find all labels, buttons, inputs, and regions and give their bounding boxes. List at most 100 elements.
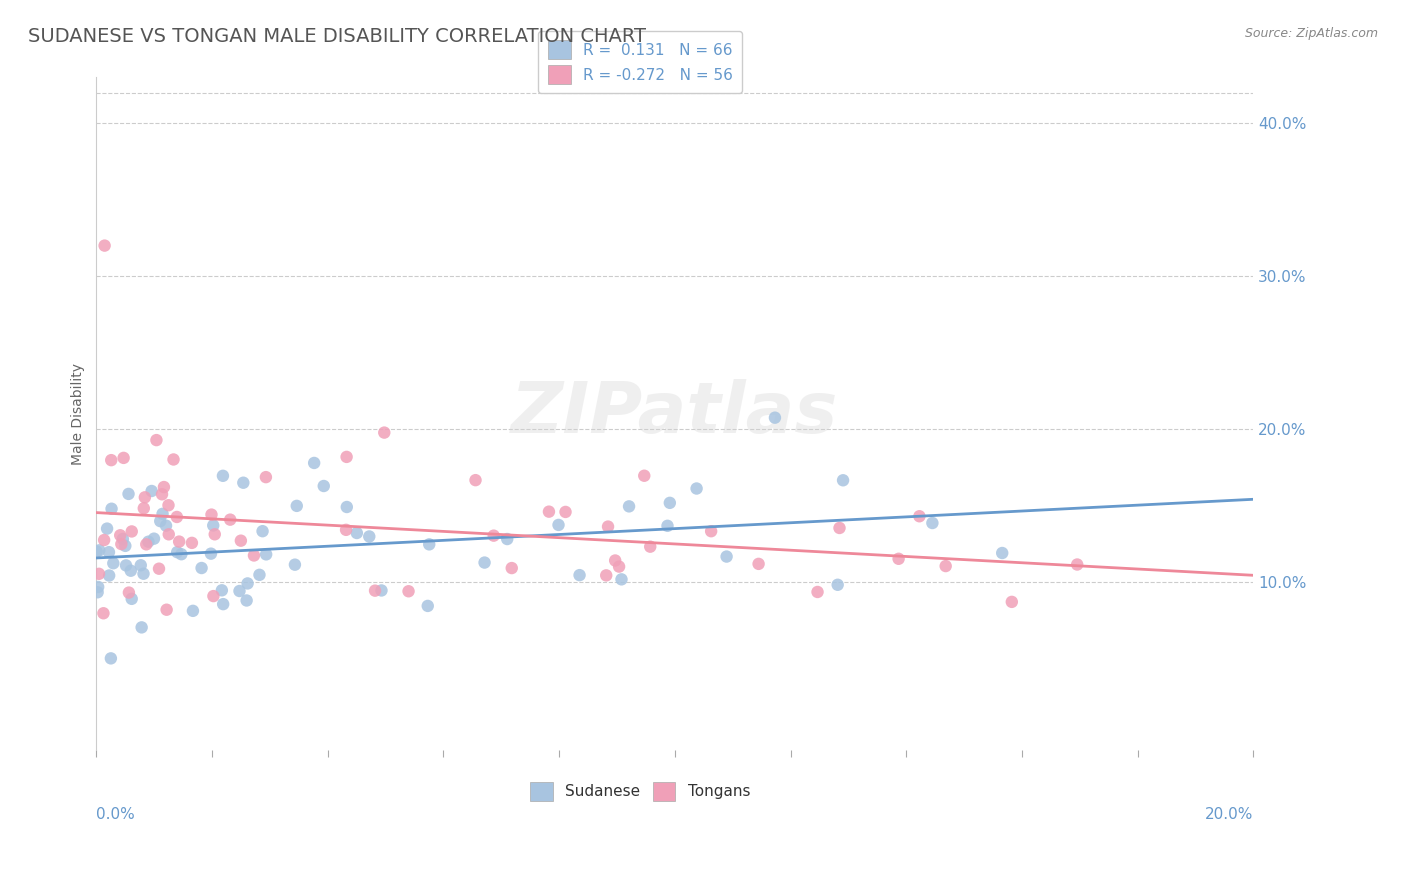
Point: [935, 559, 957, 574]
Point: [93, 607, 115, 621]
Point: [763, 410, 786, 425]
Point: [336, 450, 359, 464]
Point: [156, 603, 179, 617]
Point: [87, 580, 110, 594]
Point: [100, 651, 122, 665]
Point: [204, 527, 226, 541]
Point: [132, 566, 155, 581]
Point: [132, 501, 155, 516]
Point: [153, 480, 176, 494]
Legend: Sudanese, Tongans: Sudanese, Tongans: [520, 772, 759, 810]
Point: [202, 589, 225, 603]
Point: [121, 524, 143, 539]
Point: [115, 558, 138, 573]
Point: [638, 540, 661, 554]
Point: [464, 473, 486, 487]
Point: [120, 564, 142, 578]
Point: [364, 583, 387, 598]
Text: ZIPatlas: ZIPatlas: [512, 379, 838, 449]
Point: [200, 547, 222, 561]
Point: [236, 576, 259, 591]
Point: [235, 593, 257, 607]
Point: [474, 556, 496, 570]
Point: [111, 532, 134, 546]
Point: [135, 537, 157, 551]
Point: [249, 567, 271, 582]
Point: [482, 529, 505, 543]
Point: [212, 468, 235, 483]
Point: [596, 519, 619, 533]
Point: [87, 566, 110, 581]
Text: 20.0%: 20.0%: [1205, 807, 1253, 822]
Point: [86, 585, 108, 599]
Point: [416, 599, 439, 613]
Point: [373, 425, 395, 440]
Point: [568, 568, 591, 582]
Point: [110, 528, 132, 542]
Point: [190, 561, 212, 575]
Point: [335, 523, 357, 537]
Point: [828, 521, 851, 535]
Point: [254, 470, 277, 484]
Point: [89, 543, 111, 558]
Point: [162, 452, 184, 467]
Text: SUDANESE VS TONGAN MALE DISABILITY CORRELATION CHART: SUDANESE VS TONGAN MALE DISABILITY CORRE…: [28, 27, 647, 45]
Point: [93, 533, 115, 547]
Point: [97, 545, 120, 559]
Point: [181, 604, 204, 618]
Point: [100, 501, 122, 516]
Text: 0.0%: 0.0%: [97, 807, 135, 822]
Point: [827, 578, 849, 592]
Point: [148, 562, 170, 576]
Point: [418, 537, 440, 551]
Point: [150, 487, 173, 501]
Point: [547, 517, 569, 532]
Point: [232, 475, 254, 490]
Point: [167, 534, 190, 549]
Point: [110, 537, 132, 551]
Point: [129, 558, 152, 573]
Point: [806, 585, 828, 599]
Point: [501, 561, 523, 575]
Point: [657, 518, 679, 533]
Point: [748, 557, 770, 571]
Point: [595, 568, 617, 582]
Point: [152, 507, 174, 521]
Point: [100, 453, 122, 467]
Point: [200, 508, 222, 522]
Point: [633, 468, 655, 483]
Point: [103, 556, 125, 570]
Point: [211, 583, 233, 598]
Point: [202, 518, 225, 533]
Point: [219, 513, 242, 527]
Point: [685, 482, 707, 496]
Y-axis label: Male Disability: Male Disability: [72, 363, 86, 465]
Point: [716, 549, 738, 564]
Point: [284, 558, 307, 572]
Point: [832, 473, 855, 487]
Point: [1066, 558, 1088, 572]
Point: [98, 568, 121, 582]
Point: [370, 583, 392, 598]
Point: [86, 544, 108, 558]
Point: [302, 456, 325, 470]
Point: [157, 498, 180, 512]
Point: [112, 450, 135, 465]
Point: [346, 526, 368, 541]
Point: [607, 559, 630, 574]
Point: [610, 572, 633, 586]
Point: [114, 539, 136, 553]
Point: [131, 620, 153, 634]
Point: [254, 547, 277, 561]
Point: [243, 549, 266, 563]
Point: [155, 518, 177, 533]
Point: [96, 522, 118, 536]
Point: [887, 551, 910, 566]
Point: [212, 597, 235, 611]
Point: [605, 553, 627, 567]
Point: [166, 545, 188, 559]
Point: [700, 524, 723, 539]
Point: [537, 505, 560, 519]
Point: [149, 514, 172, 528]
Point: [118, 585, 141, 599]
